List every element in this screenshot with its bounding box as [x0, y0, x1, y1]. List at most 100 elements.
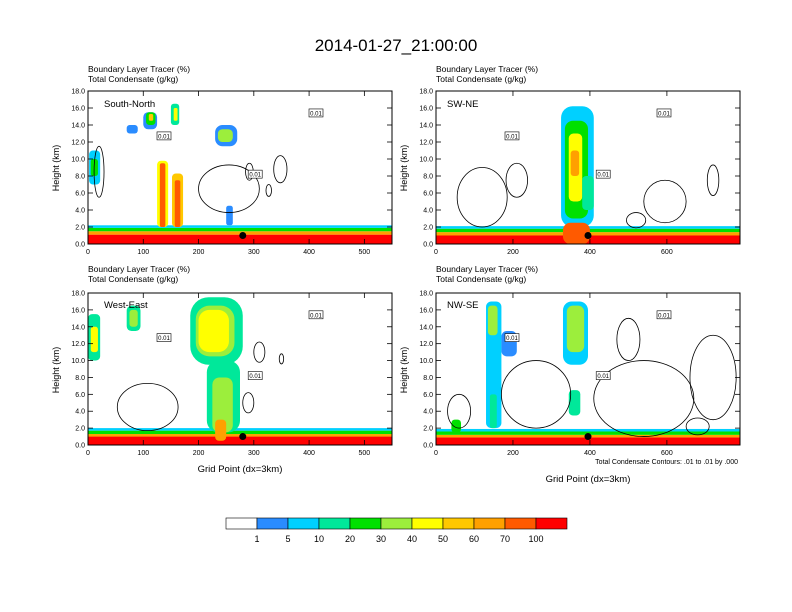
plot-area: 0.01 0.01 0.01 0.0 2.0 4.0 6.0 8.0 10.0 12.0 14.0 1… [419, 89, 741, 256]
y-tick-label: 0.0 [75, 443, 85, 450]
tracer-region [436, 437, 740, 445]
y-axis-title: Height (km) [51, 145, 61, 192]
y-tick-label: 6.0 [423, 392, 433, 399]
y-tick-label: 16.0 [419, 307, 433, 314]
contour-label: 0.01 [158, 134, 170, 140]
plot-frame [435, 292, 741, 446]
contour-label-box [247, 371, 263, 380]
tracer-region [159, 163, 166, 227]
tracer-region [88, 430, 392, 435]
condensate-contour [253, 341, 266, 363]
contour-label: 0.01 [310, 313, 322, 319]
tracer-region [88, 234, 392, 244]
y-tick-label: 2.0 [423, 426, 433, 433]
x-tick-label: 400 [584, 249, 596, 256]
panel-name: SW-NE [447, 99, 479, 110]
colorbar-swatch [349, 517, 382, 530]
y-tick-label: 2.0 [75, 426, 85, 433]
tracer-region [226, 205, 233, 226]
colorbar-swatch [287, 517, 320, 530]
plot-frame [435, 90, 741, 245]
x-tick-label: 400 [303, 249, 315, 256]
location-marker [584, 433, 592, 441]
y-tick-label: 14.0 [419, 324, 433, 331]
colorbar-label: 10 [314, 534, 324, 544]
y-tick-label: 12.0 [419, 341, 433, 348]
contour-label: 0.01 [310, 111, 322, 117]
contour-label-box [156, 131, 172, 141]
y-tick-label: 12.0 [71, 140, 85, 147]
x-tick-label: 400 [584, 450, 596, 457]
x-tick-label: 200 [507, 450, 519, 457]
panel-name: NW-SE [447, 300, 479, 311]
y-tick-label: 0.0 [75, 242, 85, 249]
colorbar-label: 1 [254, 534, 259, 544]
y-tick-label: 6.0 [75, 191, 85, 198]
y-tick-label: 4.0 [75, 409, 85, 416]
condensate-contour [198, 164, 260, 213]
contour-label: 0.01 [658, 111, 670, 117]
tracer-region [88, 231, 392, 235]
colorbar-swatch [473, 517, 506, 530]
panel-name: South-North [104, 99, 155, 110]
y-tick-label: 14.0 [71, 123, 85, 130]
y-tick-label: 8.0 [75, 375, 85, 382]
x-tick-label: 300 [248, 249, 260, 256]
x-tick-label: 600 [661, 249, 673, 256]
tracer-region [212, 377, 233, 433]
panel-west-east: Boundary Layer Tracer (%) Total Condensa… [51, 264, 393, 475]
x-tick-label: 100 [137, 450, 149, 457]
x-tick-label: 600 [661, 450, 673, 457]
tracer-region [489, 394, 497, 429]
y-tick-label: 16.0 [419, 106, 433, 113]
panel-name: West-East [104, 300, 148, 311]
contour-label: 0.01 [597, 374, 609, 380]
colorbar-label: 100 [528, 534, 543, 544]
tracer-region [129, 309, 138, 327]
y-tick-label: 2.0 [423, 225, 433, 232]
contour-label-box [656, 310, 672, 320]
colorbar-label: 40 [407, 534, 417, 544]
contour-label: 0.01 [506, 134, 518, 140]
condensate-contour [501, 360, 572, 429]
plot-area: 0.01 0.01 0.01 0.0 2.0 4.0 6.0 8.0 10.0 12.0 14.0 1… [419, 291, 741, 457]
y-tick-label: 10.0 [71, 157, 85, 164]
condensate-contour [116, 382, 179, 432]
contour-label-box [247, 169, 263, 179]
location-marker [584, 232, 592, 239]
x-axis-title: Grid Point (dx=3km) [546, 474, 631, 485]
contour-label-box [308, 310, 324, 320]
tracer-region [148, 113, 154, 121]
y-tick-label: 4.0 [423, 208, 433, 215]
y-tick-label: 2.0 [75, 225, 85, 232]
y-tick-label: 10.0 [419, 157, 433, 164]
colorbar-swatch [318, 517, 351, 530]
condensate-contour [505, 162, 528, 198]
panel-label-line1: Boundary Layer Tracer (%) [436, 64, 538, 74]
y-tick-label: 4.0 [423, 409, 433, 416]
y-tick-label: 14.0 [419, 123, 433, 130]
x-tick-label: 200 [193, 249, 205, 256]
contour-label-box [156, 333, 172, 342]
tracer-region [217, 129, 233, 142]
x-tick-label: 500 [359, 249, 371, 256]
contour-label: 0.01 [658, 313, 670, 319]
panel-sw-ne: Boundary Layer Tracer (%) Total Condensa… [399, 64, 741, 256]
condensate-contour [643, 179, 687, 224]
condensate-contour [706, 164, 720, 196]
x-tick-label: 0 [434, 249, 438, 256]
colorbar-label: 70 [500, 534, 510, 544]
location-marker [239, 232, 247, 239]
colorbar-label: 30 [376, 534, 386, 544]
panel-south-north: Boundary Layer Tracer (%) Total Condensa… [51, 64, 393, 256]
tracer-region [582, 176, 594, 210]
location-marker [239, 433, 247, 441]
y-tick-label: 0.0 [423, 242, 433, 249]
panel-label-line2: Total Condensate (g/kg) [436, 74, 526, 84]
contour-label-box [595, 371, 611, 380]
contour-note: Total Condensate Contours: .01 to .01 by… [595, 459, 738, 466]
x-tick-label: 500 [359, 450, 371, 457]
panel-nw-se: Boundary Layer Tracer (%) Total Condensa… [399, 264, 741, 485]
panel-label-line1: Boundary Layer Tracer (%) [436, 264, 538, 274]
